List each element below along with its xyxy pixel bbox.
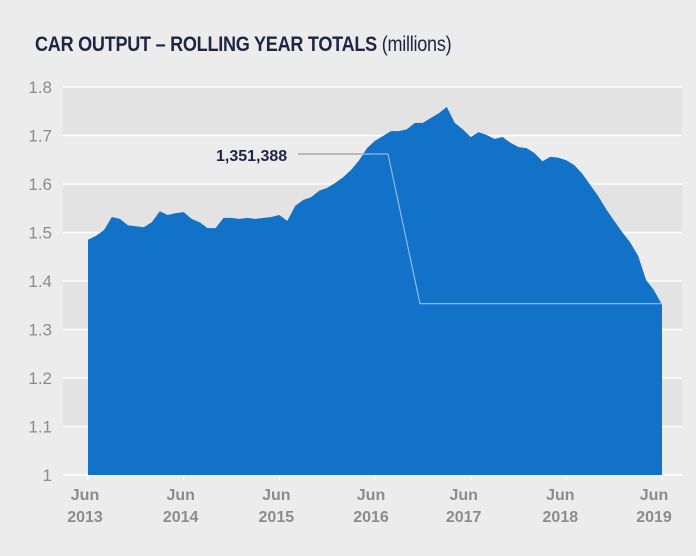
y-tick-label: 1.8 (28, 78, 52, 97)
annotation-label: 1,351,388 (216, 148, 287, 165)
x-tick-label-year: 2019 (636, 509, 672, 526)
y-tick-label: 1.6 (28, 175, 52, 194)
chart-title-unit: (millions) (381, 33, 452, 56)
y-tick-label: 1.5 (28, 224, 52, 243)
x-tick-label-month: Jun (166, 487, 194, 504)
chart-title: CAR OUTPUT – ROLLING YEAR TOTALS (millio… (35, 33, 452, 57)
x-tick-label-year: 2014 (163, 509, 199, 526)
y-axis-labels: 1 1.1 1.2 1.3 1.4 1.5 1.6 1.7 1.8 (28, 78, 52, 485)
y-tick-label: 1.4 (28, 272, 52, 291)
annotation: 1,351,388 (216, 148, 662, 305)
x-tick-label-year: 2018 (543, 509, 579, 526)
x-tick-label-year: 2016 (353, 509, 389, 526)
x-tick-label-year: 2013 (67, 509, 103, 526)
annotation-leader-line-inside (360, 153, 662, 305)
x-tick-label-month: Jun (357, 487, 385, 504)
y-tick-label: 1.7 (28, 127, 52, 146)
x-tick-label-year: 2017 (446, 509, 482, 526)
x-axis-labels: Jun 2013 Jun 2014 Jun 2015 Jun 2016 Jun 2017 Jun 20… (67, 487, 672, 526)
output-area (88, 106, 662, 476)
x-tick-label-month: Jun (546, 487, 574, 504)
x-tick-label-month: Jun (640, 487, 668, 504)
chart-title-main: CAR OUTPUT – ROLLING YEAR TOTALS (35, 33, 377, 56)
x-tick-label-year: 2015 (259, 509, 295, 526)
x-tick-label-month: Jun (449, 487, 477, 504)
grid-band (63, 87, 682, 136)
y-tick-label: 1.2 (28, 369, 52, 388)
y-tick-label: 1.1 (28, 418, 52, 437)
y-tick-label: 1 (43, 466, 52, 485)
x-tick-label-month: Jun (262, 487, 290, 504)
y-tick-label: 1.3 (28, 321, 52, 340)
x-tick-label-month: Jun (71, 487, 99, 504)
x-axis-ticks (87, 475, 663, 480)
